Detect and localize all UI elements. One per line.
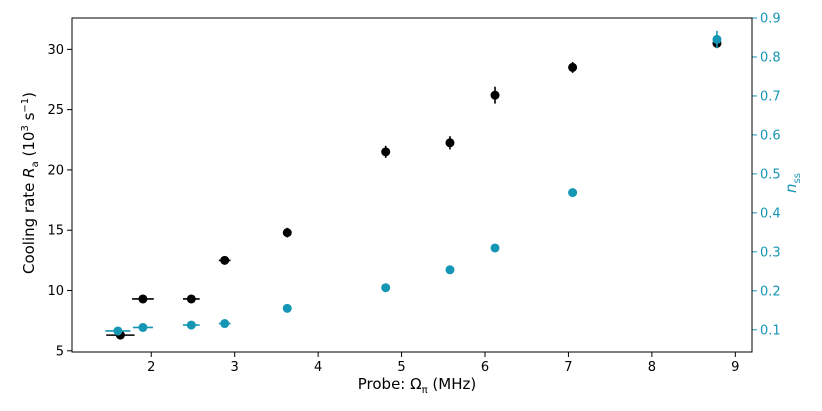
cyan-data-point [568,188,578,198]
black-data-point [381,147,391,157]
x-tick-label: 5 [397,360,405,375]
y-left-tick-label: 30 [47,43,64,58]
y-right-tick-label: 0.2 [760,284,781,299]
x-tick-label: 3 [231,360,239,375]
y-right-tick-label: 0.1 [760,323,781,338]
y-right-tick-label: 0.4 [760,206,781,221]
black-data-point [186,294,196,304]
ticks-layer: 2 3 4 5 6 7 8 9 5 10 15 20 25 30 0.1 0.2 0.3 0.4 0.5 0.6 0.7… [47,12,780,376]
x-tick-label: 9 [731,360,739,375]
cyan-data-point [445,265,455,275]
y-right-tick-label: 0.9 [760,12,781,27]
black-data-point [445,138,455,148]
y-left-tick-label: 5 [56,344,64,359]
cyan-data-point [220,319,230,329]
cyan-data-point [113,326,123,336]
black-data-point [220,255,230,265]
x-tick-label: 7 [564,360,572,375]
x-axis-label: Probe: Ωπ (MHz) [358,375,476,396]
y-right-axis-label: nss [782,173,803,193]
y-left-axis-label: Cooling rate Ra (103 s−1) [20,92,41,274]
x-tick-label: 4 [314,360,322,375]
plot-frame [71,17,753,353]
x-tick-label: 6 [481,360,489,375]
black-data-point [490,90,500,100]
black-data-point [138,294,148,304]
cyan-data-point [186,320,196,330]
y-right-tick-label: 0.6 [760,128,781,143]
marks-layer [105,30,722,340]
black-data-point [568,62,578,72]
cyan-data-point [282,303,292,313]
y-right-tick-label: 0.8 [760,50,781,65]
y-right-tick-label: 0.3 [760,245,781,260]
y-left-tick-label: 25 [47,103,64,118]
y-right-tick-label: 0.5 [760,167,781,182]
y-left-tick-label: 10 [47,284,64,299]
x-tick-label: 2 [147,360,155,375]
cyan-data-point [138,322,148,332]
x-tick-label: 8 [648,360,656,375]
cyan-data-point [381,283,391,293]
y-left-tick-label: 20 [47,163,64,178]
y-left-tick-label: 15 [47,224,64,239]
black-data-point [282,228,292,238]
cyan-data-point [712,34,722,44]
cyan-data-point [490,243,500,253]
y-right-tick-label: 0.7 [760,89,781,104]
